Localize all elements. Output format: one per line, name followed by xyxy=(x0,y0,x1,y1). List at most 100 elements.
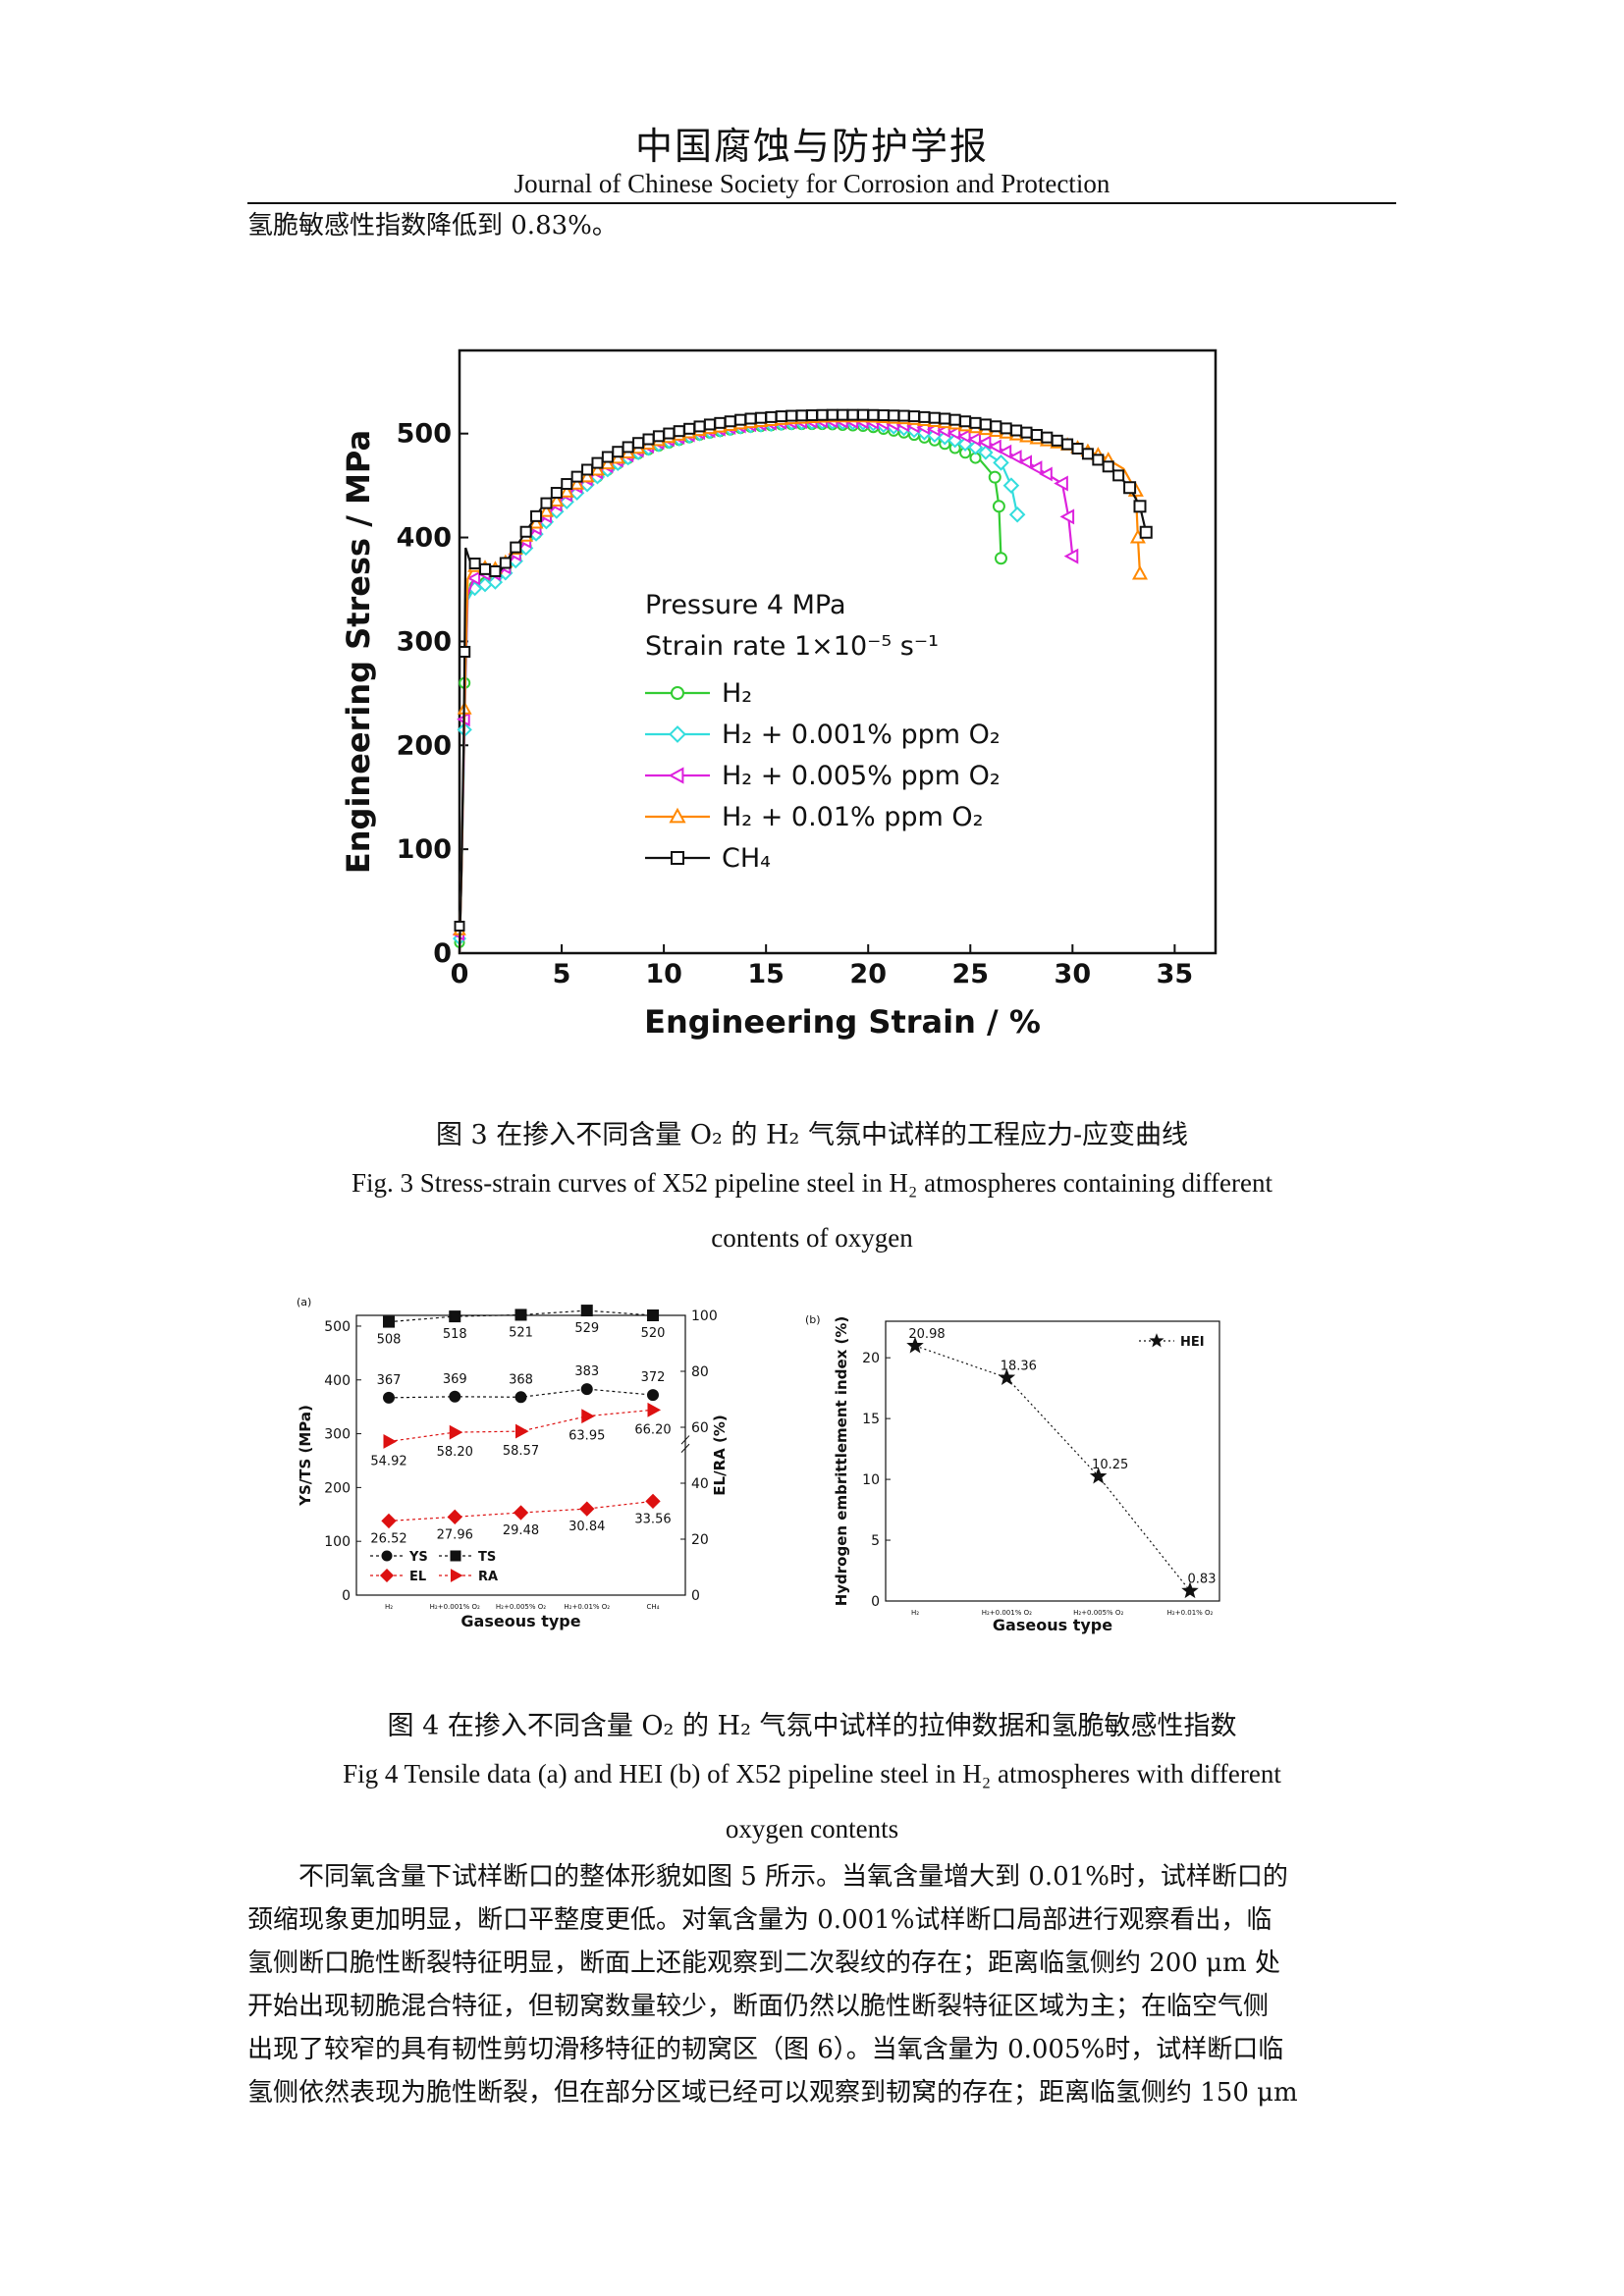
legend-marker xyxy=(381,1550,393,1562)
data-point xyxy=(1061,438,1074,451)
y-tick-label: 10 xyxy=(862,1472,880,1488)
y2-axis-title: EL/RA (%) xyxy=(711,1415,729,1495)
x-category-label: H₂+0.01% O₂ xyxy=(1167,1609,1214,1617)
body-line-2: 颈缩现象更加明显，断口平整度更低。对氧含量为 0.001%试样断口局部进行观察看… xyxy=(247,1905,1272,1935)
y-tick-label: 200 xyxy=(397,730,452,761)
data-point xyxy=(693,420,706,433)
data-point xyxy=(383,1315,395,1328)
fig4a-tensile-data-chart: (a) 0 100 200 300 400 500 0 20 40 60 80 100 H₂ H₂+0.00… xyxy=(297,1296,729,1630)
data-point xyxy=(530,509,543,522)
data-point xyxy=(449,1424,463,1440)
x-tick-label: 15 xyxy=(747,959,785,989)
data-point xyxy=(1059,508,1075,525)
data-label: 372 xyxy=(641,1370,666,1385)
y-axis-title: YS/TS (MPa) xyxy=(297,1405,314,1507)
fig4b-hei-chart: (b) 0 5 10 15 20 H₂ H₂+0.001% O₂ H₂+0.005% O₂ H₂+… xyxy=(805,1313,1220,1634)
data-point xyxy=(468,558,481,570)
journal-title-en: Journal of Chinese Society for Corrosion… xyxy=(514,169,1110,198)
data-point xyxy=(549,493,565,507)
data-point xyxy=(466,570,481,586)
data-point xyxy=(647,1389,659,1402)
data-point xyxy=(579,468,595,483)
data-point xyxy=(939,412,951,425)
data-point xyxy=(978,445,994,460)
y-tick-label: 500 xyxy=(324,1319,351,1335)
data-point xyxy=(645,1493,661,1510)
legend-entry: H₂ + 0.01% ppm O₂ xyxy=(722,802,984,832)
x-tick-label: 35 xyxy=(1157,959,1194,989)
x-tick-label: 0 xyxy=(451,959,469,989)
data-point xyxy=(775,410,787,423)
fig4-caption-cn: 图 4 在掺入不同含量 O₂ 的 H₂ 气氛中试样的拉伸数据和氢脆敏感性指数 xyxy=(387,1711,1237,1741)
data-point xyxy=(877,409,890,422)
data-point xyxy=(1002,477,1020,494)
panel-label: (a) xyxy=(297,1296,311,1308)
data-point xyxy=(673,425,685,438)
data-point xyxy=(744,412,757,425)
data-point xyxy=(805,409,818,422)
data-point xyxy=(1063,548,1079,564)
data-point xyxy=(906,1336,924,1354)
data-point xyxy=(1131,564,1149,580)
data-point xyxy=(908,410,921,423)
data-point xyxy=(1008,506,1026,523)
data-point xyxy=(867,408,880,421)
data-label: 10.25 xyxy=(1092,1458,1128,1472)
fig3-caption-en-2: contents of oxygen xyxy=(711,1223,913,1253)
data-point xyxy=(1102,460,1114,473)
body-line-1: 不同氧含量下试样断口的整体形貌如图 5 所示。当氧含量增大到 0.01%时，试样… xyxy=(298,1862,1288,1892)
x-category-label: H₂+0.001% O₂ xyxy=(430,1603,480,1611)
x-category-label: H₂ xyxy=(385,1603,393,1611)
data-label: 508 xyxy=(377,1333,402,1348)
data-label: 518 xyxy=(443,1327,467,1342)
data-point xyxy=(857,408,870,421)
data-point xyxy=(897,409,910,422)
data-point xyxy=(459,646,471,658)
data-point xyxy=(449,1310,461,1323)
legend-marker xyxy=(671,686,684,700)
data-label: 58.57 xyxy=(503,1444,539,1459)
data-point xyxy=(479,562,492,575)
legend-entry: TS xyxy=(478,1550,496,1565)
data-point xyxy=(449,1390,461,1403)
data-point xyxy=(489,564,502,577)
data-point xyxy=(1000,422,1012,435)
y-tick-label: 100 xyxy=(397,834,452,865)
y-tick-label: 200 xyxy=(324,1480,351,1496)
legend-entry: RA xyxy=(478,1570,498,1584)
data-label: 383 xyxy=(574,1364,599,1379)
data-point xyxy=(1181,1581,1199,1599)
data-point xyxy=(928,411,941,424)
data-point xyxy=(1020,426,1033,439)
data-point xyxy=(514,1308,527,1321)
legend-title-strain-rate: Strain rate 1×10⁻⁵ s⁻¹ xyxy=(645,631,939,662)
fig3-caption-en-1: Fig. 3 Stress-strain curves of X52 pipel… xyxy=(352,1168,1272,1198)
data-point xyxy=(632,437,645,450)
data-point xyxy=(1071,443,1084,455)
data-point xyxy=(550,487,563,500)
data-point xyxy=(581,1409,595,1424)
y2-tick-label: 60 xyxy=(691,1420,709,1436)
legend-entry: CH₄ xyxy=(722,843,771,874)
x-tick-label: 5 xyxy=(553,959,571,989)
data-point xyxy=(1010,424,1023,437)
data-point xyxy=(765,410,778,423)
body-line-6: 氢侧依然表现为脆性断裂，但在部分区域已经可以观察到韧窝的存在；距离临氢侧约 15… xyxy=(247,2078,1298,2108)
y-tick-label: 400 xyxy=(324,1373,351,1389)
y-tick-label: 500 xyxy=(397,419,452,450)
data-point xyxy=(383,1391,395,1404)
data-point xyxy=(381,1513,397,1529)
y-tick-label: 20 xyxy=(862,1351,880,1366)
data-point xyxy=(959,415,972,428)
data-point xyxy=(515,1423,529,1439)
data-point xyxy=(510,541,522,554)
data-point xyxy=(642,433,655,446)
data-label: 520 xyxy=(641,1326,666,1341)
data-point xyxy=(1139,525,1153,539)
data-point xyxy=(714,416,727,429)
data-point xyxy=(998,1368,1016,1385)
data-point xyxy=(561,478,573,491)
data-point xyxy=(967,432,981,447)
fig3-stress-strain-chart: 0 5 10 15 20 25 30 35 0 100 200 300 400 500 Engineerin… xyxy=(340,348,1218,1041)
y2-tick-label: 40 xyxy=(691,1476,709,1492)
